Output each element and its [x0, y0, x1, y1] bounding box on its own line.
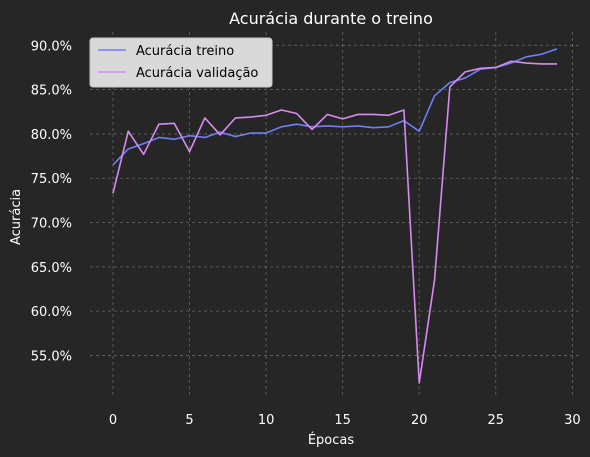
y-tick-label: 70.0%: [31, 217, 72, 232]
legend-label-validation: Acurácia validação: [136, 66, 258, 81]
y-tick-label: 90.0%: [31, 39, 72, 54]
x-tick-label: 5: [185, 413, 193, 428]
y-tick-label: 80.0%: [31, 128, 72, 143]
x-tick-label: 25: [488, 413, 505, 428]
series-line-validation: [112, 60, 558, 384]
x-tick-label: 10: [258, 413, 275, 428]
y-tick-label: 55.0%: [31, 349, 72, 364]
chart-title: Acurácia durante o treino: [229, 9, 433, 28]
legend-box: [89, 37, 273, 88]
x-axis-label: Épocas: [308, 432, 355, 448]
y-tick-label: 75.0%: [31, 172, 72, 187]
legend: Acurácia treino Acurácia validação: [89, 37, 273, 88]
grid-layer: [90, 32, 580, 398]
y-axis-label: Acurácia: [9, 189, 24, 245]
x-tick-label: 15: [334, 413, 351, 428]
x-tick-label: 20: [411, 413, 428, 428]
y-tick-label: 60.0%: [31, 305, 72, 320]
x-tick-label: 30: [564, 413, 581, 428]
tick-layer: 0 5 10 15 20 25 30 55.0% 60.0% 65.0% 70.0% 75.0% 80.…: [31, 39, 581, 428]
x-tick-label: 0: [109, 413, 117, 428]
y-tick-label: 85.0%: [31, 84, 72, 99]
series-layer: [112, 48, 558, 384]
legend-label-train: Acurácia treino: [136, 44, 234, 59]
y-tick-label: 65.0%: [31, 261, 72, 276]
